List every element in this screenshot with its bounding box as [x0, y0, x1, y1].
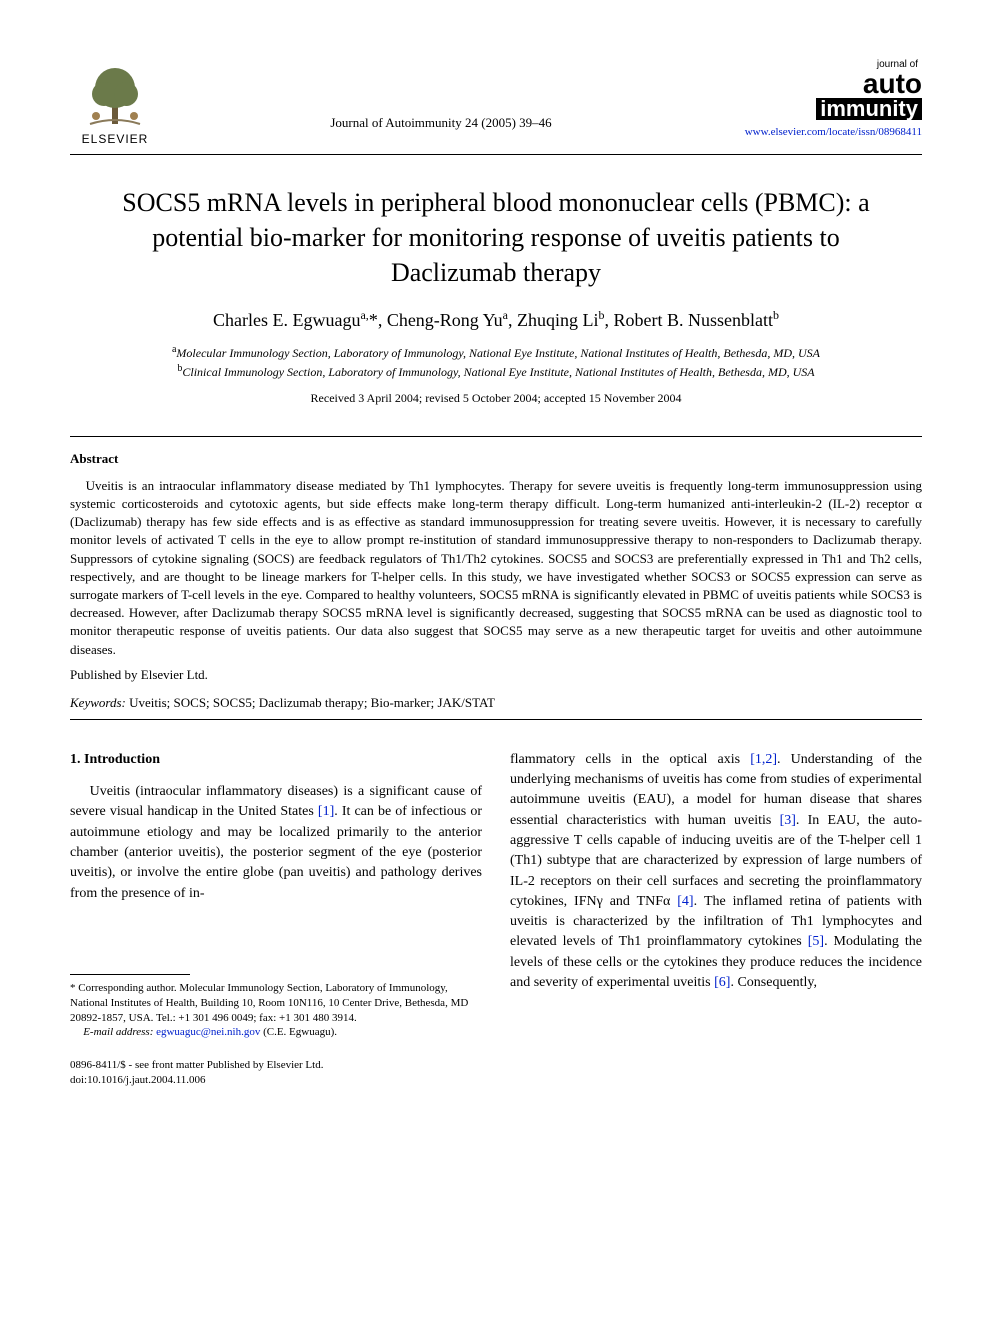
abstract-body: Uveitis is an intraocular inflammatory d… [70, 477, 922, 659]
abstract-bottom-rule [70, 719, 922, 720]
ref-link[interactable]: [3] [780, 813, 796, 828]
elsevier-tree-icon [80, 60, 150, 130]
keywords-text: Uveitis; SOCS; SOCS5; Daclizumab therapy… [129, 695, 495, 710]
keywords-label: Keywords: [70, 695, 126, 710]
front-matter-line: 0896-8411/$ - see front matter Published… [70, 1058, 922, 1072]
journal-url-link[interactable]: www.elsevier.com/locate/issn/08968411 [722, 126, 922, 138]
keywords-line: Keywords: Uveitis; SOCS; SOCS5; Daclizum… [70, 695, 922, 711]
body-columns: 1. Introduction Uveitis (intraocular inf… [70, 750, 922, 1040]
article-dates: Received 3 April 2004; revised 5 October… [70, 391, 922, 406]
journal-logo: journal of auto immunity [722, 60, 922, 120]
intro-col1-para: Uveitis (intraocular inflammatory diseas… [70, 782, 482, 904]
section-1-heading: 1. Introduction [70, 750, 482, 770]
corresponding-text: * Corresponding author. Molecular Immuno… [70, 981, 482, 1026]
journal-reference: Journal of Autoimmunity 24 (2005) 39–46 [160, 60, 722, 131]
front-matter-block: 0896-8411/$ - see front matter Published… [70, 1058, 922, 1087]
intro-col2-para: flammatory cells in the optical axis [1,… [510, 750, 922, 994]
header: ELSEVIER Journal of Autoimmunity 24 (200… [70, 60, 922, 146]
ref-link[interactable]: [4] [677, 894, 693, 909]
email-person: (C.E. Egwuagu). [263, 1026, 337, 1038]
journal-logo-block: journal of auto immunity www.elsevier.co… [722, 60, 922, 138]
journal-logo-auto: auto [722, 70, 922, 98]
publisher-label: ELSEVIER [82, 132, 149, 146]
ref-link[interactable]: [1,2] [750, 752, 777, 767]
affiliations: aMolecular Immunology Section, Laborator… [70, 343, 922, 381]
publisher-logo-block: ELSEVIER [70, 60, 160, 146]
authors: Charles E. Egwuagua,*, Cheng-Rong Yua, Z… [70, 308, 922, 331]
footnote-rule [70, 974, 190, 975]
header-rule [70, 154, 922, 155]
email-label: E-mail address: [83, 1026, 153, 1038]
doi-line: doi:10.1016/j.jaut.2004.11.006 [70, 1073, 922, 1087]
published-by: Published by Elsevier Ltd. [70, 667, 922, 683]
corresponding-email-link[interactable]: egwuaguc@nei.nih.gov [156, 1026, 260, 1038]
journal-logo-immunity: immunity [816, 98, 922, 120]
ref-link[interactable]: [6] [714, 975, 730, 990]
ref-link[interactable]: [1] [318, 804, 334, 819]
article-title: SOCS5 mRNA levels in peripheral blood mo… [110, 185, 882, 290]
ref-link[interactable]: [5] [808, 934, 824, 949]
abstract-heading: Abstract [70, 451, 922, 467]
abstract-top-rule [70, 436, 922, 437]
corresponding-footnote: * Corresponding author. Molecular Immuno… [70, 981, 482, 1040]
